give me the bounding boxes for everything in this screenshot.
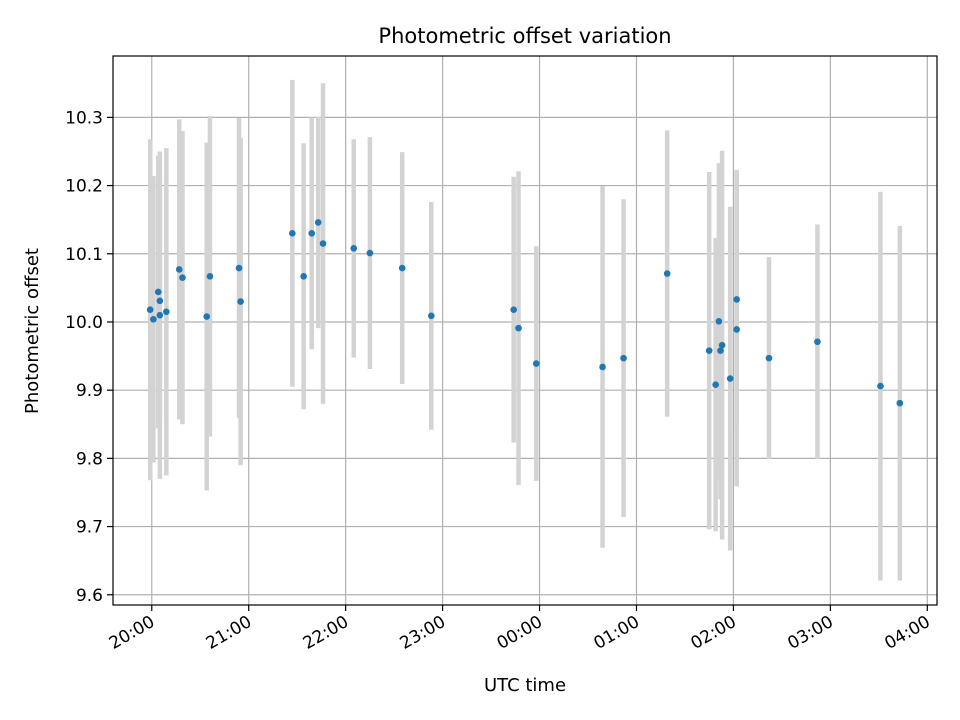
data-point bbox=[717, 347, 724, 354]
data-point bbox=[156, 297, 164, 305]
chart-title: Photometric offset variation bbox=[378, 24, 671, 48]
data-point bbox=[237, 298, 244, 305]
data-point bbox=[510, 306, 517, 313]
x-axis-title: UTC time bbox=[484, 675, 566, 696]
data-point bbox=[314, 219, 322, 226]
data-point bbox=[715, 317, 723, 325]
y-tick-label: 10.1 bbox=[65, 245, 103, 265]
data-point bbox=[206, 272, 214, 280]
y-tick-label: 10.3 bbox=[65, 108, 103, 128]
data-point bbox=[733, 296, 740, 303]
data-point bbox=[712, 381, 719, 389]
data-point bbox=[146, 306, 154, 313]
data-point bbox=[300, 272, 307, 280]
plot-frame bbox=[112, 55, 938, 606]
data-point bbox=[163, 308, 170, 316]
data-point bbox=[663, 270, 671, 277]
y-axis-ticks: 9.6 9.7 9.8 9.9 10.0 10.1 10.2 10.3 bbox=[65, 108, 113, 606]
data-point bbox=[814, 338, 821, 346]
y-tick-label: 9.7 bbox=[76, 518, 103, 538]
data-point bbox=[289, 230, 296, 237]
data-point bbox=[179, 274, 186, 281]
data-point bbox=[235, 264, 243, 272]
data-point bbox=[599, 363, 606, 371]
data-point bbox=[427, 312, 435, 320]
y-tick-label: 9.9 bbox=[76, 381, 103, 401]
y-tick-label: 9.6 bbox=[76, 586, 103, 606]
data-point bbox=[733, 326, 740, 333]
data-point bbox=[366, 249, 374, 257]
data-point bbox=[319, 240, 327, 247]
data-point bbox=[350, 245, 358, 252]
data-point bbox=[620, 354, 627, 362]
y-tick-label: 10.2 bbox=[65, 177, 103, 197]
y-tick-label: 9.8 bbox=[76, 449, 103, 469]
data-point bbox=[156, 311, 164, 319]
data-point bbox=[877, 382, 884, 390]
data-point bbox=[765, 354, 773, 362]
data-point bbox=[533, 360, 540, 367]
y-tick-label: 10.0 bbox=[65, 313, 103, 333]
data-point bbox=[308, 230, 316, 237]
data-point bbox=[203, 313, 211, 320]
data-point bbox=[705, 347, 713, 354]
y-axis-title: Photometric offset bbox=[22, 248, 43, 414]
data-point bbox=[896, 399, 904, 407]
data-point bbox=[154, 288, 162, 296]
data-point bbox=[515, 324, 522, 332]
data-points bbox=[146, 219, 904, 407]
data-point bbox=[726, 375, 734, 382]
data-point bbox=[718, 341, 726, 349]
grid bbox=[113, 56, 937, 605]
data-point bbox=[398, 264, 406, 272]
data-point bbox=[175, 266, 183, 273]
data-point bbox=[150, 315, 157, 323]
